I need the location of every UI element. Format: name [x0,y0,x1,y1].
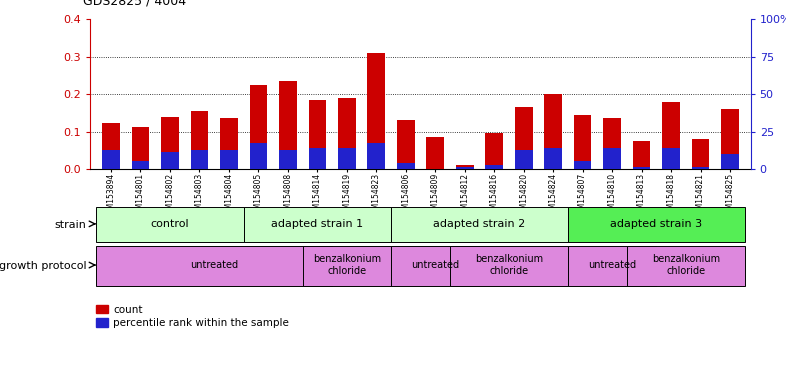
Bar [132,161,149,169]
Bar [574,115,592,169]
Bar [397,120,415,169]
Text: strain: strain [54,220,86,230]
Bar [161,117,179,169]
Bar [309,100,326,169]
Bar [303,246,391,286]
Bar [633,141,651,169]
Bar [604,148,621,169]
Bar [391,246,479,286]
Text: benzalkonium
chloride: benzalkonium chloride [475,254,543,276]
Bar [456,165,473,169]
Bar [309,148,326,169]
Bar [604,118,621,169]
Bar [279,150,297,169]
Bar [191,150,208,169]
Bar [250,85,267,169]
Bar [368,53,385,169]
Text: untreated: untreated [588,260,636,270]
Text: GDS2825 / 4004: GDS2825 / 4004 [83,0,185,8]
Bar [633,167,651,169]
Bar [663,148,680,169]
Text: adapted strain 1: adapted strain 1 [271,219,363,229]
Bar [368,143,385,169]
Text: benzalkonium
chloride: benzalkonium chloride [652,254,720,276]
Legend: count, percentile rank within the sample: count, percentile rank within the sample [96,305,289,328]
Text: untreated: untreated [411,260,459,270]
Bar [391,207,567,242]
Bar [567,207,745,242]
Bar [545,148,562,169]
Bar [102,150,120,169]
Text: untreated: untreated [190,260,238,270]
Bar [567,246,656,286]
Bar [279,81,297,169]
Bar [574,161,592,169]
Bar [515,150,533,169]
Bar [627,246,745,286]
Bar [97,207,244,242]
Text: control: control [151,219,189,229]
Text: benzalkonium
chloride: benzalkonium chloride [313,254,381,276]
Bar [338,148,356,169]
Bar [450,246,567,286]
Bar [244,207,391,242]
Bar [486,133,503,169]
Text: growth protocol: growth protocol [0,261,86,271]
Text: adapted strain 3: adapted strain 3 [610,219,703,229]
Bar [545,94,562,169]
Bar [132,127,149,169]
Bar [191,111,208,169]
Bar [456,167,473,169]
Bar [486,165,503,169]
Bar [397,163,415,169]
Bar [220,118,238,169]
Bar [250,143,267,169]
Bar [427,137,444,169]
Bar [722,154,739,169]
Bar [102,123,120,169]
Text: adapted strain 2: adapted strain 2 [433,219,526,229]
Bar [722,109,739,169]
Bar [97,246,332,286]
Bar [220,150,238,169]
Bar [692,139,710,169]
Bar [338,98,356,169]
Bar [161,152,179,169]
Bar [515,107,533,169]
Bar [692,167,710,169]
Bar [663,101,680,169]
